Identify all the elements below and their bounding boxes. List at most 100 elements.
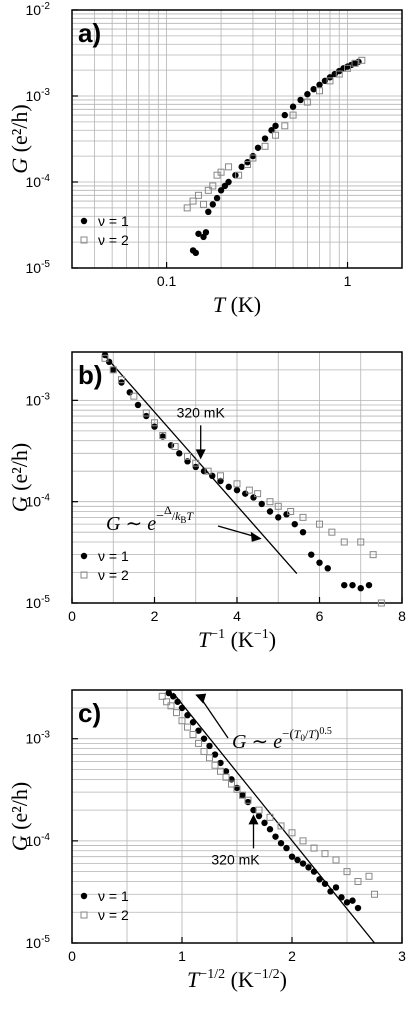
legend-marker-nu1 bbox=[80, 217, 88, 225]
x-tick-label: 3 bbox=[398, 948, 406, 964]
x-tick-label: 6 bbox=[316, 608, 324, 624]
data-point-nu1 bbox=[308, 551, 315, 558]
ticks-c: 0 1 2 3 10-5 10-4 10-3 bbox=[26, 730, 407, 964]
data-point-nu1 bbox=[244, 798, 252, 806]
panel-a: 0.1 1 10-5 10-4 10-3 10-2 ν = 1 ν = 2 a) G (e²/h)… bbox=[7, 1, 403, 317]
data-point-nu1 bbox=[213, 194, 221, 202]
data-point-nu1 bbox=[151, 423, 158, 430]
annotation-c: 320 mK bbox=[211, 814, 260, 867]
y-tick-label: 10-3 bbox=[26, 87, 51, 104]
data-point-nu1 bbox=[200, 735, 208, 742]
data-point-nu1 bbox=[233, 486, 241, 494]
data-point-nu1 bbox=[192, 249, 200, 257]
data-point-nu2 bbox=[167, 702, 175, 710]
data-point-nu2 bbox=[281, 122, 289, 130]
x-tick-label: 1 bbox=[344, 273, 352, 289]
data-point-nu1 bbox=[222, 768, 230, 775]
data-point-nu2 bbox=[233, 480, 241, 488]
arrow-head bbox=[250, 531, 262, 542]
data-point-nu2 bbox=[195, 739, 202, 747]
legend-marker-nu1 bbox=[80, 892, 88, 900]
x-axis-label: T−1/2 (K−1/2) bbox=[187, 967, 287, 992]
formula-activated: G ∼ e−Δ/kBT bbox=[106, 503, 194, 535]
data-point-nu1 bbox=[341, 581, 348, 589]
data-point-nu1 bbox=[225, 178, 232, 186]
data-point-nu1 bbox=[238, 163, 245, 171]
data-point-nu1 bbox=[178, 704, 186, 712]
data-point-nu1 bbox=[310, 85, 317, 93]
data-point-nu1 bbox=[327, 888, 334, 895]
data-point-nu1 bbox=[294, 856, 301, 864]
data-point-nu2 bbox=[222, 773, 230, 781]
data-point-nu2 bbox=[189, 731, 197, 739]
y-tick-label: 10-5 bbox=[26, 594, 51, 611]
data-point-nu2 bbox=[254, 490, 262, 498]
annotation-320mk: 320 mK bbox=[177, 404, 226, 420]
data-point-nu1 bbox=[310, 868, 318, 875]
data-point-nu2 bbox=[371, 890, 378, 898]
data-point-nu1 bbox=[272, 833, 279, 840]
data-point-nu1 bbox=[249, 152, 257, 160]
arrow-formula bbox=[200, 698, 229, 739]
data-point-nu2 bbox=[244, 160, 252, 168]
data-point-nu2 bbox=[244, 796, 252, 804]
data-point-nu2 bbox=[151, 419, 158, 427]
data-point-nu2 bbox=[335, 70, 343, 78]
data-point-nu2 bbox=[316, 87, 324, 95]
arrow-head bbox=[195, 693, 207, 704]
data-point-nu1 bbox=[326, 74, 334, 81]
data-point-nu2 bbox=[310, 844, 318, 852]
series-a-1 bbox=[189, 58, 362, 257]
grid-c bbox=[71, 689, 403, 944]
data-point-nu2 bbox=[217, 472, 224, 480]
data-point-nu1 bbox=[105, 358, 113, 366]
data-point-nu1 bbox=[217, 759, 224, 767]
x-tick-label: 0.1 bbox=[157, 273, 177, 289]
arrow-formula bbox=[217, 525, 256, 538]
data-point-nu1 bbox=[316, 81, 323, 88]
x-tick-label: 4 bbox=[233, 608, 241, 624]
panel-b: 0 2 4 6 8 10-5 10-4 10-3 ν = 1 ν = 2 b) G (e²/h) T−1… bbox=[7, 351, 406, 652]
data-point-nu1 bbox=[261, 819, 268, 827]
y-tick-label: 10-4 bbox=[26, 832, 51, 849]
data-point-nu2 bbox=[316, 520, 323, 528]
data-point-nu2 bbox=[245, 486, 253, 494]
legend-label: ν = 1 bbox=[98, 213, 129, 229]
data-point-nu2 bbox=[171, 443, 179, 451]
series-c-1 bbox=[165, 689, 362, 912]
data-point-nu2 bbox=[288, 829, 296, 837]
data-point-nu1 bbox=[250, 494, 257, 501]
data-point-nu2 bbox=[321, 850, 329, 858]
data-point-nu2 bbox=[266, 813, 274, 821]
ticks-a: 0.1 1 10-5 10-4 10-3 10-2 bbox=[26, 1, 352, 289]
series-b-1 bbox=[101, 351, 373, 592]
data-point-nu2 bbox=[118, 376, 125, 384]
x-tick-label: 2 bbox=[288, 948, 296, 964]
data-point-nu2 bbox=[142, 409, 150, 417]
data-point-nu2 bbox=[211, 761, 219, 769]
data-point-nu2 bbox=[194, 191, 202, 199]
data-point-nu2 bbox=[192, 459, 200, 467]
data-point-nu1 bbox=[266, 826, 274, 833]
data-point-nu1 bbox=[250, 806, 257, 814]
legend-b: ν = 1 ν = 2 bbox=[80, 548, 129, 583]
data-point-nu1 bbox=[211, 751, 219, 758]
data-point-nu2 bbox=[340, 538, 348, 546]
data-point-nu2 bbox=[255, 806, 263, 814]
data-point-nu1 bbox=[304, 90, 311, 98]
plot-frame-a bbox=[71, 9, 403, 269]
data-point-nu1 bbox=[343, 899, 351, 906]
data-point-nu1 bbox=[174, 698, 181, 705]
data-point-nu1 bbox=[277, 839, 285, 847]
data-point-nu1 bbox=[165, 689, 172, 697]
arrow-head bbox=[195, 449, 206, 460]
data-point-nu2 bbox=[204, 186, 212, 194]
data-point-nu1 bbox=[324, 565, 331, 572]
data-point-nu1 bbox=[316, 559, 323, 566]
data-point-nu2 bbox=[183, 204, 191, 212]
data-point-nu2 bbox=[369, 551, 377, 559]
y-tick-label: 10-5 bbox=[26, 934, 51, 951]
data-point-nu2 bbox=[178, 717, 186, 725]
data-point-nu2 bbox=[299, 837, 307, 845]
series-c-2 bbox=[158, 692, 378, 898]
